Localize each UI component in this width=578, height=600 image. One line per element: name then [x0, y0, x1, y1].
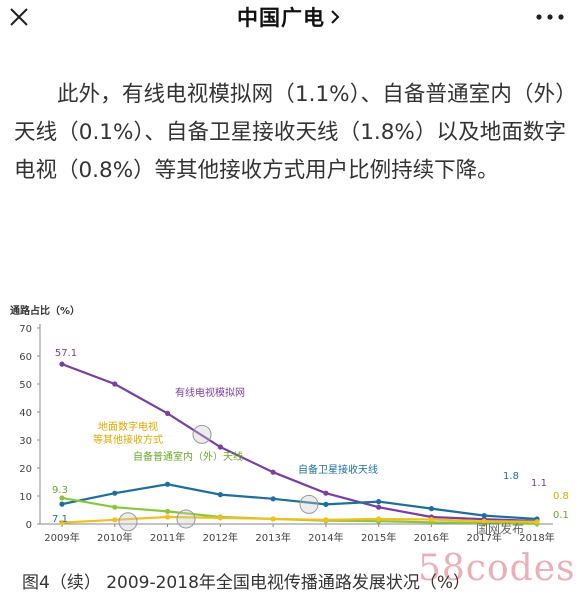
series-point — [376, 504, 382, 510]
watermark: 58codes — [418, 548, 576, 589]
line-chart: 通路占比（%） 0 10 20 30 40 50 60 70 2009年 2010年 2011年 201… — [10, 304, 569, 544]
data-label: 1.1 — [531, 478, 547, 489]
account-title-link[interactable]: 中国广电 — [0, 0, 578, 34]
series-point — [270, 469, 276, 475]
y-tick-label: 30 — [19, 436, 32, 447]
highlight-circle — [176, 509, 196, 529]
figure-caption: 图4（续） 2009-2018年全国电视传播通路发展状况（%） — [22, 573, 471, 593]
series-label: 自备卫星接收天线 — [298, 463, 378, 476]
y-tick-label: 0 — [26, 520, 32, 531]
series-line — [61, 515, 538, 524]
series-point — [112, 504, 118, 510]
y-tick-label: 10 — [19, 492, 32, 503]
series-point — [217, 515, 223, 521]
series-point — [534, 519, 540, 525]
close-button[interactable] — [2, 0, 36, 34]
y-tick-label: 40 — [19, 408, 32, 419]
series-point — [270, 496, 276, 502]
y-axis-label: 通路占比（%） — [10, 304, 80, 317]
highlight-circle — [118, 512, 138, 532]
y-tick-label: 70 — [19, 324, 32, 335]
series-point — [217, 444, 223, 450]
series-point — [323, 490, 329, 496]
series-point — [481, 518, 487, 524]
x-tick-label: 2009年 — [44, 531, 79, 544]
series-point — [428, 516, 435, 523]
chart-figure: 通路占比（%） 0 10 20 30 40 50 60 70 2009年 2010年 2011年 201… — [0, 300, 578, 558]
series-point — [164, 481, 171, 487]
x-tick-label: 2017年 — [466, 531, 501, 544]
series-point — [59, 520, 65, 526]
y-tick-label: 60 — [19, 352, 32, 363]
series-point — [112, 517, 118, 523]
series-point — [59, 495, 65, 501]
series-point — [164, 410, 171, 416]
chevron-right-icon — [331, 10, 340, 24]
series-point — [164, 508, 171, 514]
page-title: 中国广电 — [237, 6, 325, 30]
data-label: 1.8 — [503, 471, 519, 482]
series-line — [61, 483, 538, 521]
x-tick-label: 2010年 — [97, 531, 132, 544]
series-point — [270, 516, 276, 522]
series-point — [164, 514, 171, 520]
data-label: 57.1 — [55, 348, 77, 359]
x-tick-label: 2014年 — [308, 531, 343, 544]
data-label: 7.1 — [52, 514, 68, 525]
series-label: 等其他接收方式 — [93, 433, 163, 446]
series-line — [61, 363, 538, 523]
top-bar: 中国广电 — [0, 0, 578, 34]
x-tick-label: 2016年 — [414, 531, 449, 544]
x-tick-label: 2013年 — [255, 531, 290, 544]
data-label: 0.8 — [553, 491, 569, 502]
close-icon — [10, 8, 28, 26]
series-label: 有线电视模拟网 — [175, 386, 245, 399]
x-tick-label: 2012年 — [203, 531, 238, 544]
x-tick-label: 2011年 — [150, 531, 185, 544]
more-button[interactable] — [528, 4, 572, 30]
series-label: 自备普通室内（外）天线 — [133, 450, 243, 463]
highlight-circle — [299, 494, 319, 514]
series-point — [376, 516, 382, 522]
highlight-circle — [192, 424, 212, 444]
y-tick-label: 50 — [19, 380, 32, 391]
data-label: 9.3 — [52, 485, 68, 496]
series-point — [112, 381, 118, 387]
x-tick-label: 2018年 — [519, 531, 554, 544]
series-point — [376, 499, 382, 505]
series-point — [59, 501, 65, 507]
series-label: 地面数字电视 — [98, 420, 158, 433]
series-point — [323, 501, 329, 507]
series-point — [481, 513, 487, 519]
x-tick-label: 2015年 — [361, 531, 396, 544]
chart-source-label: 国网发布 — [476, 522, 525, 536]
data-label: 0.1 — [553, 510, 569, 521]
series-point — [59, 361, 65, 367]
y-tick-label: 20 — [19, 464, 32, 475]
series-point — [217, 492, 223, 498]
article-paragraph: 此外，有线电视模拟网（1.1%）、自备普通室内（外）天线（0.1%）、自备卫星接… — [14, 82, 566, 183]
series-point — [112, 490, 118, 496]
more-icon — [536, 14, 564, 20]
series-point — [428, 506, 435, 512]
series-point — [323, 517, 329, 523]
